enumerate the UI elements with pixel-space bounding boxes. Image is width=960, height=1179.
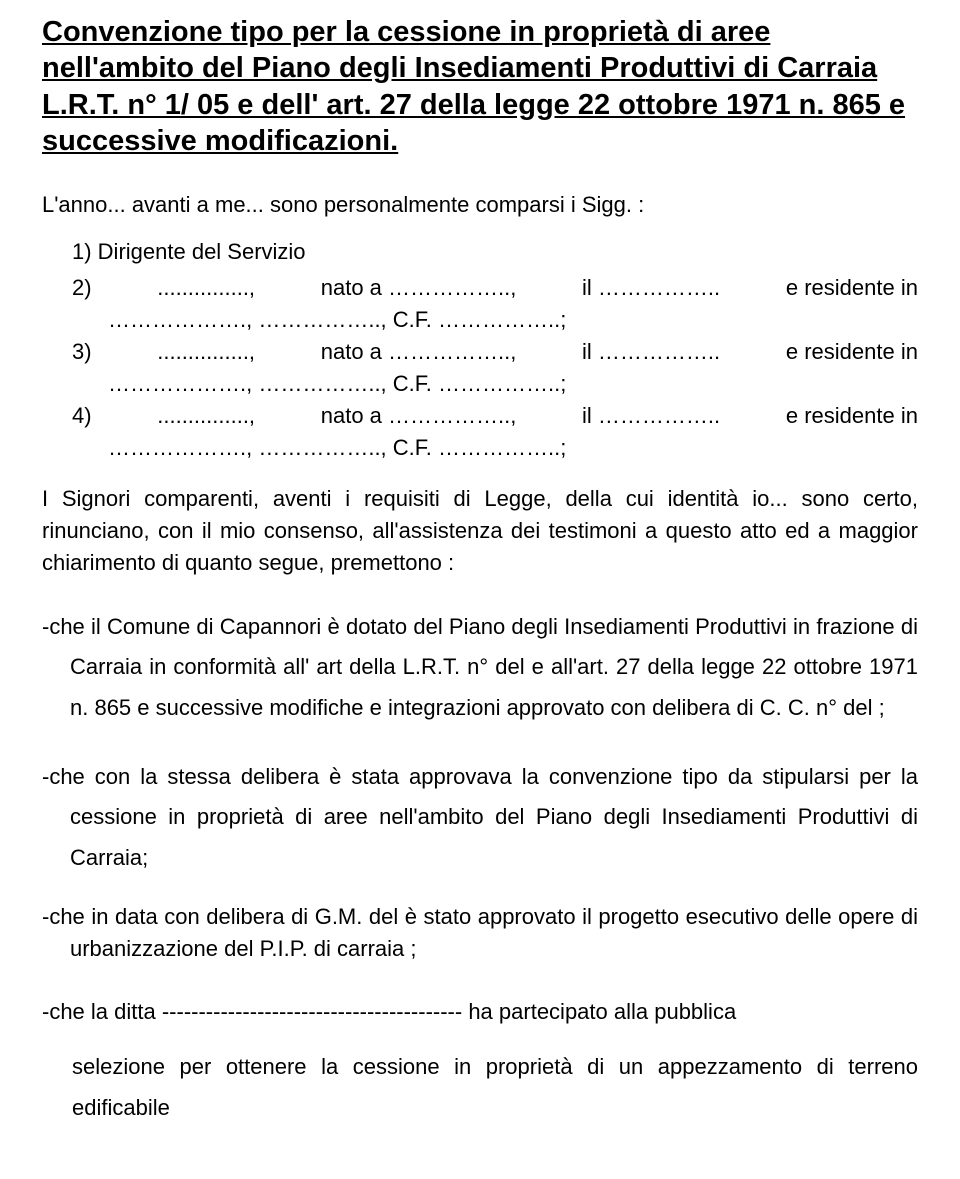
final-line: selezione per ottenere la cessione in pr… — [72, 1047, 918, 1128]
party-2-seg3: il …………….. — [582, 275, 720, 301]
party-2-seg4: e residente in — [786, 275, 918, 301]
party-3-seg1: ..............., — [157, 339, 255, 365]
party-1-dirigente: 1) Dirigente del Servizio — [72, 239, 918, 265]
party-4-num: 4) — [72, 403, 92, 429]
comparenti-paragraph: I Signori comparenti, aventi i requisiti… — [42, 483, 918, 579]
document-title: Convenzione tipo per la cessione in prop… — [42, 14, 918, 159]
party-2-line2: ………………., …………….., C.F. ……………..; — [108, 307, 918, 333]
party-2-num: 2) — [72, 275, 92, 301]
party-4-seg4: e residente in — [786, 403, 918, 429]
party-4-line1: 4) ..............., nato a …………….., il …… — [72, 403, 918, 429]
party-3-seg2: nato a …………….., — [321, 339, 517, 365]
party-3-seg4: e residente in — [786, 339, 918, 365]
party-4-seg2: nato a …………….., — [321, 403, 517, 429]
party-4-seg3: il …………….. — [582, 403, 720, 429]
party-3-line2: ………………., …………….., C.F. ……………..; — [108, 371, 918, 397]
party-3-seg3: il …………….. — [582, 339, 720, 365]
party-2-seg1: ..............., — [157, 275, 255, 301]
party-3-line1: 3) ..............., nato a …………….., il …… — [72, 339, 918, 365]
party-2-seg2: nato a …………….., — [321, 275, 517, 301]
recital-2: -che con la stessa delibera è stata appr… — [42, 757, 918, 879]
party-4-line2: ………………., …………….., C.F. ……………..; — [108, 435, 918, 461]
party-3-num: 3) — [72, 339, 92, 365]
party-2-line1: 2) ..............., nato a …………….., il …… — [72, 275, 918, 301]
recital-1: -che il Comune di Capannori è dotato del… — [42, 607, 918, 729]
recital-4: -che la ditta --------------------------… — [42, 992, 918, 1033]
recital-3: -che in data con delibera di G.M. del è … — [42, 901, 918, 965]
document-page: Convenzione tipo per la cessione in prop… — [0, 0, 960, 1159]
party-4-seg1: ..............., — [157, 403, 255, 429]
intro-paragraph: L'anno... avanti a me... sono personalme… — [42, 189, 918, 221]
